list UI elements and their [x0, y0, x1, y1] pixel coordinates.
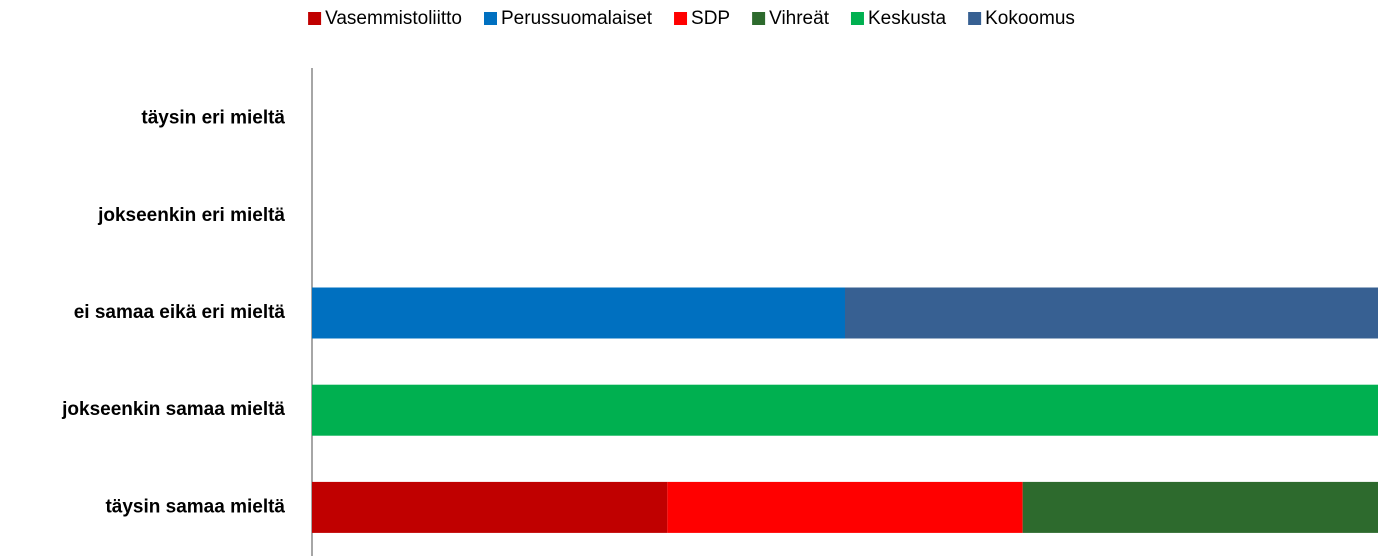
- bar-segment: [312, 481, 668, 533]
- bar-segment: [1022, 481, 1378, 533]
- legend-label: Vasemmistoliitto: [325, 8, 462, 29]
- bar-segment: [845, 287, 1378, 339]
- y-tick-label: jokseenkin samaa mieltä: [61, 399, 285, 420]
- y-tick-label: täysin samaa mieltä: [105, 496, 285, 517]
- legend-label: SDP: [691, 8, 730, 29]
- legend-swatch: [484, 12, 497, 25]
- legend-label: Vihreät: [769, 8, 830, 29]
- legend-swatch: [968, 12, 982, 25]
- legend-swatch: [308, 12, 322, 25]
- legend-swatch: [674, 12, 688, 25]
- bar-segment: [312, 384, 1378, 436]
- legend-swatch: [850, 12, 864, 25]
- bar-segment: [667, 481, 1023, 533]
- legend-label: Keskusta: [868, 8, 947, 29]
- legend-swatch: [752, 12, 766, 25]
- y-tick-label: ei samaa eikä eri mieltä: [74, 302, 286, 323]
- bar-segment: [312, 287, 845, 339]
- legend-label: Kokoomus: [985, 8, 1075, 29]
- legend-label: Perussuomalaiset: [501, 8, 653, 29]
- y-tick-label: jokseenkin eri mieltä: [97, 205, 285, 226]
- y-tick-label: täysin eri mieltä: [141, 108, 285, 129]
